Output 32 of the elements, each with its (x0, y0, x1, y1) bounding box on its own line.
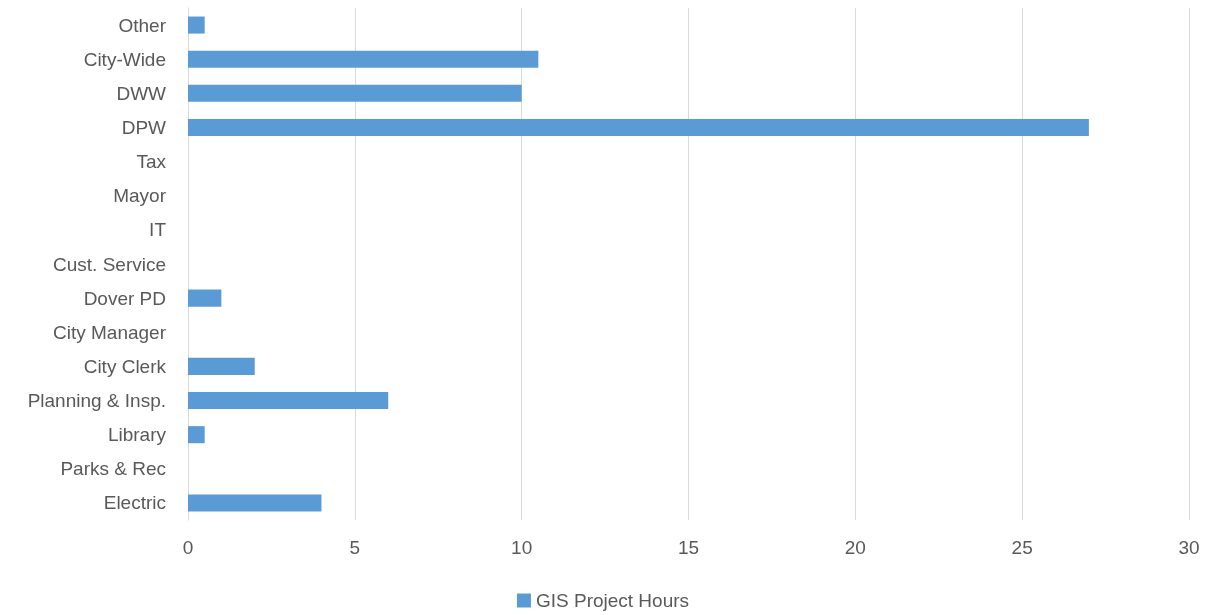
y-tick-label: Library (107, 424, 167, 446)
bar (188, 494, 322, 512)
legend-label: GIS Project Hours (535, 590, 690, 611)
y-tick-label: City Manager (53, 321, 167, 343)
bar (188, 118, 1089, 136)
bar (188, 16, 205, 34)
bar (188, 289, 222, 307)
y-tick-label: Other (118, 14, 167, 36)
x-tick-label: 15 (677, 537, 700, 558)
x-tick-label: 5 (349, 537, 361, 558)
y-tick-label: Dover PD (83, 287, 166, 309)
y-tick-label: Mayor (113, 185, 167, 207)
y-tick-label: Tax (136, 151, 167, 173)
y-tick-label: Parks & Rec (60, 458, 166, 480)
y-tick-label: City Clerk (83, 355, 167, 377)
bar (188, 84, 522, 102)
y-tick-label: DWW (116, 82, 167, 104)
x-tick-label: 30 (1178, 537, 1200, 558)
x-tick-label: 10 (511, 537, 533, 558)
y-tick-label: City-Wide (83, 48, 166, 70)
bar (188, 50, 539, 68)
bar (188, 426, 205, 444)
x-tick-label: 0 (182, 537, 194, 558)
y-tick-label: IT (149, 219, 167, 241)
y-tick-label: Cust. Service (53, 253, 166, 275)
x-tick-label: 20 (844, 537, 866, 558)
y-tick-label: Planning & Insp. (27, 390, 166, 412)
bar (188, 357, 255, 375)
bar (188, 392, 389, 410)
x-tick-label: 25 (1011, 537, 1033, 558)
y-tick-label: DPW (121, 116, 167, 138)
y-tick-label: Electric (103, 492, 166, 514)
